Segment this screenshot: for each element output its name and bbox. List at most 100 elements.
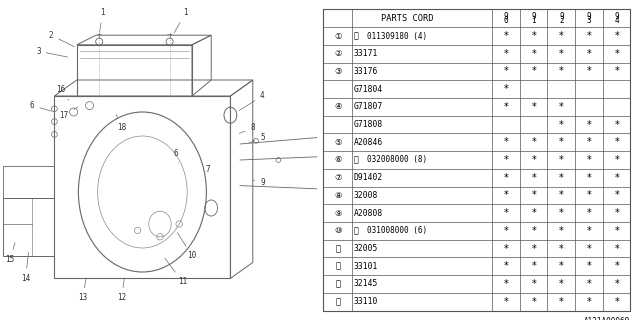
Text: 9: 9: [504, 12, 508, 20]
Text: 32008: 32008: [353, 191, 378, 200]
Text: *: *: [614, 208, 619, 218]
Text: *: *: [504, 155, 508, 165]
Text: *: *: [504, 102, 508, 112]
Text: *: *: [614, 261, 619, 271]
Text: Ⓦ: Ⓦ: [353, 156, 358, 164]
Text: *: *: [559, 208, 564, 218]
Text: *: *: [587, 137, 591, 147]
Text: *: *: [587, 67, 591, 76]
Text: *: *: [559, 102, 564, 112]
Text: ⑪: ⑪: [335, 244, 340, 253]
Text: *: *: [587, 261, 591, 271]
Text: *: *: [504, 297, 508, 307]
Text: *: *: [531, 244, 536, 253]
Text: *: *: [614, 190, 619, 200]
Text: D91402: D91402: [353, 173, 383, 182]
Text: *: *: [531, 67, 536, 76]
Text: 7: 7: [202, 160, 211, 174]
Text: PARTS CORD: PARTS CORD: [381, 14, 434, 23]
Text: G71807: G71807: [353, 102, 383, 111]
Text: ⑨: ⑨: [334, 209, 342, 218]
Bar: [54, 96, 230, 278]
Text: *: *: [559, 173, 564, 183]
Text: *: *: [531, 261, 536, 271]
Text: ③: ③: [334, 67, 342, 76]
Text: *: *: [587, 226, 591, 236]
Text: ④: ④: [334, 102, 342, 111]
Text: 33176: 33176: [353, 67, 378, 76]
Text: 15: 15: [5, 243, 15, 264]
Text: *: *: [614, 244, 619, 253]
Text: G71808: G71808: [353, 120, 383, 129]
Text: 13: 13: [79, 278, 88, 302]
Text: ⑥: ⑥: [334, 156, 342, 164]
Text: *: *: [531, 173, 536, 183]
Text: *: *: [614, 155, 619, 165]
Text: 17: 17: [60, 107, 77, 120]
Text: 3: 3: [36, 47, 68, 57]
Text: 11: 11: [165, 258, 187, 286]
Text: 9: 9: [614, 12, 619, 20]
Text: 1: 1: [100, 8, 105, 32]
Text: *: *: [559, 226, 564, 236]
Text: *: *: [531, 190, 536, 200]
Text: 33171: 33171: [353, 49, 378, 58]
Text: *: *: [587, 120, 591, 130]
Text: 031008000 (6): 031008000 (6): [367, 226, 428, 235]
Text: 4: 4: [239, 92, 265, 110]
Text: 14: 14: [21, 252, 30, 283]
Text: 032008000 (8): 032008000 (8): [367, 156, 428, 164]
Text: 1: 1: [531, 16, 536, 25]
Text: 0: 0: [504, 16, 508, 25]
Text: *: *: [587, 297, 591, 307]
Text: 6: 6: [173, 149, 179, 164]
Text: 1: 1: [174, 8, 188, 33]
Text: *: *: [614, 49, 619, 59]
Text: *: *: [531, 102, 536, 112]
Text: Ⓑ: Ⓑ: [353, 32, 358, 41]
Text: 32005: 32005: [353, 244, 378, 253]
Text: *: *: [531, 31, 536, 41]
Text: *: *: [587, 244, 591, 253]
Text: *: *: [504, 67, 508, 76]
Text: 9: 9: [252, 178, 265, 187]
Text: 32145: 32145: [353, 279, 378, 288]
Text: *: *: [504, 84, 508, 94]
Text: *: *: [559, 49, 564, 59]
Text: *: *: [504, 244, 508, 253]
Text: *: *: [504, 226, 508, 236]
Text: *: *: [531, 208, 536, 218]
Text: ⑤: ⑤: [334, 138, 342, 147]
Text: *: *: [614, 297, 619, 307]
Text: 2: 2: [49, 31, 74, 47]
Text: *: *: [587, 190, 591, 200]
Text: 9: 9: [531, 12, 536, 20]
Text: 10: 10: [177, 233, 196, 260]
Text: *: *: [504, 261, 508, 271]
Text: *: *: [614, 173, 619, 183]
Text: *: *: [614, 67, 619, 76]
Text: *: *: [504, 279, 508, 289]
Text: A20846: A20846: [353, 138, 383, 147]
Text: ⑦: ⑦: [334, 173, 342, 182]
Text: 33101: 33101: [353, 262, 378, 271]
Text: *: *: [587, 279, 591, 289]
Text: *: *: [614, 137, 619, 147]
Text: *: *: [504, 49, 508, 59]
Text: *: *: [559, 31, 564, 41]
Text: ⑬: ⑬: [335, 279, 340, 288]
Text: *: *: [559, 244, 564, 253]
Text: *: *: [531, 155, 536, 165]
Text: 8: 8: [239, 124, 255, 133]
Text: *: *: [559, 297, 564, 307]
Text: 16: 16: [56, 85, 68, 100]
Text: ⑩: ⑩: [334, 226, 342, 235]
Text: A20808: A20808: [353, 209, 383, 218]
Text: 5: 5: [249, 133, 265, 143]
Text: *: *: [504, 137, 508, 147]
Text: ②: ②: [334, 49, 342, 58]
Text: 2: 2: [559, 16, 564, 25]
Text: *: *: [559, 261, 564, 271]
Text: 4: 4: [614, 16, 619, 25]
Text: *: *: [559, 155, 564, 165]
